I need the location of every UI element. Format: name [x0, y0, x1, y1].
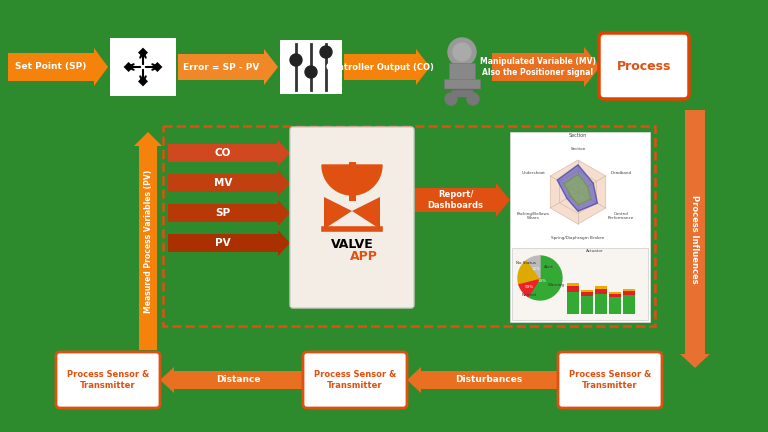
Polygon shape: [415, 183, 510, 217]
Text: APP: APP: [350, 251, 378, 264]
Polygon shape: [322, 165, 382, 195]
Polygon shape: [178, 49, 278, 85]
Bar: [595, 294, 607, 314]
Text: Report/
Dashboards: Report/ Dashboards: [428, 191, 484, 210]
Text: 12%: 12%: [532, 267, 541, 271]
Polygon shape: [344, 49, 430, 85]
Circle shape: [448, 38, 476, 66]
FancyBboxPatch shape: [599, 33, 689, 99]
Text: Section: Section: [569, 133, 587, 138]
Circle shape: [453, 43, 471, 61]
Polygon shape: [559, 171, 597, 213]
Bar: [280, 40, 342, 94]
Text: PV: PV: [215, 238, 231, 248]
Polygon shape: [527, 256, 540, 278]
Bar: [567, 292, 579, 314]
Text: No Status: No Status: [516, 261, 536, 265]
Bar: [609, 294, 621, 297]
FancyBboxPatch shape: [303, 352, 407, 408]
Text: Undershoot: Undershoot: [521, 171, 545, 175]
Circle shape: [305, 66, 317, 78]
Polygon shape: [168, 170, 290, 196]
FancyBboxPatch shape: [558, 352, 662, 408]
Text: VALVE: VALVE: [331, 238, 373, 251]
Polygon shape: [492, 47, 600, 87]
Bar: [623, 295, 635, 314]
Bar: [595, 286, 607, 289]
Circle shape: [467, 93, 479, 105]
Polygon shape: [152, 62, 162, 72]
Text: Spring/Diaphragm Broken: Spring/Diaphragm Broken: [551, 236, 604, 240]
Text: Normal: Normal: [522, 293, 537, 297]
Text: Process: Process: [617, 60, 671, 73]
Polygon shape: [138, 48, 148, 57]
Polygon shape: [518, 278, 540, 297]
Circle shape: [290, 54, 302, 66]
Polygon shape: [407, 367, 557, 393]
Text: Packing/Bellows
Wears: Packing/Bellows Wears: [517, 212, 550, 220]
Bar: [444, 79, 480, 89]
Bar: [581, 292, 593, 296]
Bar: [623, 291, 635, 295]
Polygon shape: [528, 256, 562, 300]
Bar: [609, 292, 621, 294]
Text: 19%: 19%: [538, 279, 547, 283]
Polygon shape: [352, 197, 380, 229]
Text: Error = SP - PV: Error = SP - PV: [183, 63, 259, 72]
Bar: [451, 89, 473, 97]
Bar: [567, 286, 579, 292]
Bar: [623, 289, 635, 291]
Polygon shape: [134, 132, 162, 350]
Polygon shape: [8, 48, 108, 86]
Text: Measured Process Variables (PV): Measured Process Variables (PV): [144, 169, 153, 313]
Text: Process Sensor &
Transmitter: Process Sensor & Transmitter: [569, 370, 651, 390]
Circle shape: [320, 46, 332, 58]
FancyBboxPatch shape: [56, 352, 160, 408]
Text: Process Influences: Process Influences: [690, 195, 700, 283]
FancyBboxPatch shape: [290, 127, 414, 308]
Circle shape: [445, 93, 457, 105]
Text: SP: SP: [216, 208, 230, 218]
Text: Process Sensor &
Transmitter: Process Sensor & Transmitter: [314, 370, 396, 390]
Polygon shape: [551, 160, 606, 224]
Text: Section: Section: [571, 147, 586, 151]
Polygon shape: [569, 181, 588, 203]
Polygon shape: [680, 110, 710, 368]
Text: Deadband: Deadband: [611, 171, 631, 175]
Bar: [512, 248, 648, 320]
Polygon shape: [168, 230, 290, 256]
Text: Actuator: Actuator: [586, 249, 604, 253]
Polygon shape: [138, 76, 148, 86]
Text: Warning: Warning: [548, 283, 565, 287]
Polygon shape: [518, 260, 540, 283]
Bar: [510, 132, 650, 322]
Bar: [609, 297, 621, 314]
Text: 59%: 59%: [525, 285, 534, 289]
Polygon shape: [564, 175, 591, 205]
Bar: [581, 290, 593, 292]
Bar: [110, 38, 176, 96]
Text: Control
Performance: Control Performance: [607, 212, 634, 220]
Bar: [567, 283, 579, 286]
Bar: [449, 63, 475, 81]
Text: MV: MV: [214, 178, 232, 188]
Polygon shape: [558, 165, 598, 211]
Text: Manipulated Variable (MV)
Also the Positioner signal: Manipulated Variable (MV) Also the Posit…: [480, 57, 596, 77]
Text: Set Point (SP): Set Point (SP): [15, 63, 87, 72]
Text: Alert: Alert: [544, 265, 554, 269]
Polygon shape: [168, 140, 290, 166]
Polygon shape: [124, 62, 134, 72]
Text: Distance: Distance: [216, 375, 260, 384]
Bar: [595, 289, 607, 294]
Text: Disturbances: Disturbances: [455, 375, 523, 384]
Polygon shape: [160, 367, 302, 393]
Polygon shape: [324, 197, 352, 229]
Bar: [581, 296, 593, 314]
Text: CO: CO: [215, 148, 231, 158]
Text: Controller Output (CO): Controller Output (CO): [326, 63, 434, 72]
Text: Process Sensor &
Transmitter: Process Sensor & Transmitter: [67, 370, 149, 390]
Polygon shape: [168, 200, 290, 226]
